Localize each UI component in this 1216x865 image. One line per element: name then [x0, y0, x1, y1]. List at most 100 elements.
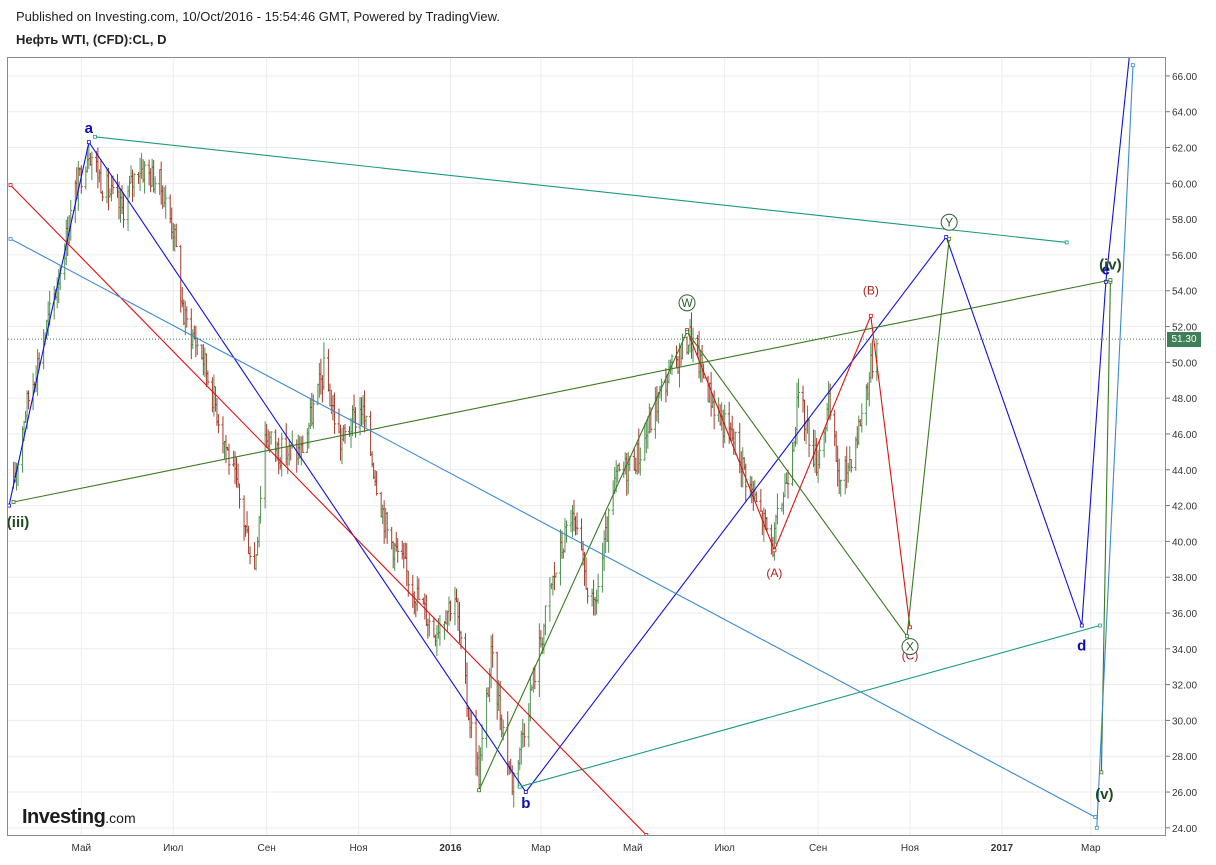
- published-info: Published on Investing.com, 10/Oct/2016 …: [16, 9, 500, 24]
- wave-label: X: [906, 640, 914, 654]
- logo-suffix: .com: [105, 810, 136, 826]
- ohlc-bar-up: [818, 439, 822, 469]
- ohlc-bar-up: [839, 479, 843, 497]
- ohlc-bar-down: [216, 414, 220, 434]
- blue-wave-handle: [944, 235, 949, 239]
- ohlc-bar-up: [554, 572, 558, 578]
- price-axis[interactable]: 24.00 26.00 28.00 30.00 32.00 34.00 36.00 38.00…: [1166, 57, 1216, 836]
- teal-channel-upper-handle: [1064, 240, 1069, 245]
- ohlc-bar-down: [100, 190, 104, 202]
- y-tick-label: 56.00: [1172, 251, 1197, 262]
- wave-label: b: [521, 795, 530, 812]
- ohlc-bar-down: [744, 463, 748, 502]
- wave-lines: [8, 58, 1135, 835]
- ohlc-bar-down: [185, 306, 189, 328]
- ohlc-bar-up: [90, 151, 94, 181]
- ohlc-bar-down: [238, 483, 242, 509]
- wave-label: (v): [1095, 786, 1113, 803]
- ohlc-bar-down: [712, 390, 716, 430]
- x-tick-label: Май: [72, 843, 92, 854]
- red-correction-line: [686, 313, 911, 628]
- x-tick-label: 2017: [991, 843, 1014, 854]
- ohlc-bar-down: [586, 587, 590, 604]
- ohlc-bar-down: [754, 491, 758, 503]
- ohlc-bar-up: [596, 573, 600, 604]
- wave-label: (B): [863, 283, 879, 297]
- green-v-drop-handle: [1099, 770, 1104, 775]
- ohlc-bar-up: [427, 613, 431, 637]
- ohlc-bar-up: [860, 403, 864, 433]
- ohlc-bar-up: [607, 508, 611, 553]
- grid-lines: [8, 58, 1165, 835]
- ohlc-bar-down: [396, 538, 400, 563]
- ohlc-bar-up: [164, 185, 168, 219]
- x-tick-label: Мар: [531, 843, 551, 854]
- y-tick-label: 28.00: [1172, 752, 1197, 763]
- wave-label-circle: [940, 213, 958, 231]
- ohlc-bar-down: [343, 424, 347, 444]
- ohlc-bar-down: [765, 516, 769, 533]
- y-tick-label: 54.00: [1172, 287, 1197, 298]
- logo-text: Investing: [22, 806, 106, 828]
- y-tick-label: 60.00: [1172, 179, 1197, 190]
- ohlc-bar-up: [132, 172, 136, 197]
- x-tick-label: 2016: [439, 843, 462, 854]
- x-tick-label: Июл: [715, 843, 735, 854]
- y-tick-label: 44.00: [1172, 466, 1197, 477]
- ohlc-bar-up: [659, 378, 663, 401]
- y-tick-label: 58.00: [1172, 215, 1197, 226]
- green-channel-upper-handle: [11, 500, 16, 504]
- y-tick-label: 38.00: [1172, 573, 1197, 584]
- ohlc-bar-up: [775, 493, 779, 525]
- y-tick-label: 36.00: [1172, 609, 1197, 620]
- wave-label: a: [85, 120, 94, 137]
- ohlc-bar-down: [448, 600, 452, 622]
- ohlc-bar-up: [364, 415, 368, 428]
- y-tick-label: 48.00: [1172, 394, 1197, 405]
- ohlc-bar-down: [617, 462, 621, 472]
- ohlc-bar-down: [79, 165, 83, 194]
- y-tick-label: 66.00: [1172, 72, 1197, 83]
- lightblue-trendline-handle: [1093, 815, 1098, 819]
- investing-logo: Investing.com: [22, 806, 136, 829]
- symbol-title: Нефть WTI, (CFD):CL, D: [16, 32, 167, 47]
- green-wave-wxy-line: [478, 238, 950, 791]
- last-price-badge: 51.30: [1167, 332, 1201, 347]
- ohlc-bar-up: [543, 605, 547, 636]
- lightblue-steep-handle: [1094, 825, 1099, 830]
- x-tick-label: Мар: [1081, 843, 1101, 854]
- green-channel-upper-handle: [1108, 278, 1113, 282]
- y-tick-label: 32.00: [1172, 681, 1197, 692]
- ohlc-bar-up: [680, 333, 684, 360]
- x-tick-label: Май: [623, 843, 643, 854]
- ohlc-bar-down: [849, 459, 853, 473]
- ohlc-bar-up: [153, 176, 157, 194]
- lightblue-trendline-handle: [8, 236, 13, 241]
- ohlc-bar-down: [206, 370, 210, 386]
- ohlc-bar-down: [301, 435, 305, 454]
- red-trendline-handle: [644, 833, 649, 835]
- y-tick-label: 26.00: [1172, 788, 1197, 799]
- price-chart[interactable]: a(iii)bW(A)(B)(C)XcYde(iv)(v): [8, 58, 1165, 835]
- blue-wave-line: [8, 58, 1130, 793]
- y-tick-label: 62.00: [1172, 144, 1197, 155]
- green-wave-wxy-handle: [947, 236, 952, 241]
- red-trendline-handle: [8, 183, 13, 188]
- blue-wave-handle: [8, 503, 11, 508]
- blue-wave-handle: [1103, 279, 1108, 284]
- wave-label: (A): [766, 566, 782, 580]
- time-axis[interactable]: Май Июл Сен Ноя 2016 Мар Май Июл Сен Ноя 2017 Мар: [7, 836, 1166, 860]
- ohlc-bar-up: [259, 485, 263, 524]
- chart-area[interactable]: a(iii)bW(A)(B)(C)XcYde(iv)(v): [7, 57, 1166, 836]
- ohlc-bar-down: [227, 443, 231, 475]
- ohlc-bar-down: [522, 723, 526, 747]
- blue-wave-handle: [1079, 623, 1084, 628]
- x-tick-label: Ноя: [901, 843, 919, 854]
- y-tick-label: 24.00: [1172, 824, 1197, 835]
- y-tick-label: 34.00: [1172, 645, 1197, 656]
- ohlc-bar-down: [174, 223, 178, 248]
- ohlc-bar-up: [797, 378, 801, 408]
- wave-label-circle: [678, 294, 696, 312]
- y-tick-label: 30.00: [1172, 716, 1197, 727]
- wave-label: (iv): [1099, 256, 1122, 273]
